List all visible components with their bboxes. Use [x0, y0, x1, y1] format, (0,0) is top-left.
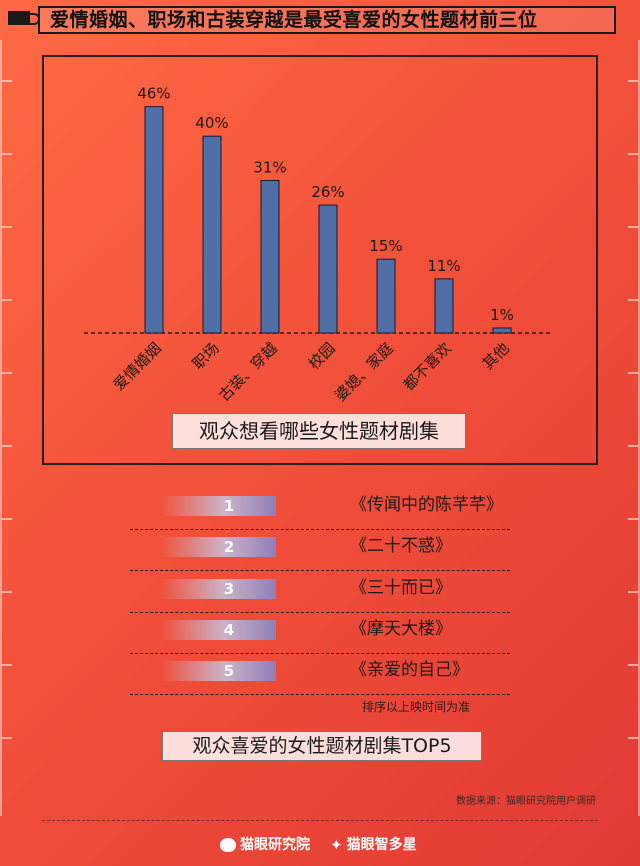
star-logo-icon: ✦ [330, 836, 343, 854]
bar-value-label-4: 15% [369, 237, 402, 255]
footer-divider [42, 820, 598, 821]
ruler-tick [628, 445, 638, 447]
ruler-tick [2, 153, 12, 155]
category-label-3: 校园 [305, 339, 339, 373]
bar-1 [202, 135, 222, 334]
bar-value-label-2: 31% [253, 158, 286, 176]
rank-number: 3 [223, 580, 235, 598]
header-marker-icon [8, 11, 30, 25]
ruler-tick [628, 591, 638, 593]
page-title: 爱情婚姻、职场和古装穿越是最受喜爱的女性题材前三位 [50, 9, 538, 31]
ruler-tick [2, 737, 12, 739]
footer-brand-right: ✦ 猫眼智多星 [330, 834, 417, 856]
ranking-item: 5 《亲爱的自己》 [130, 653, 510, 695]
rank-divider [130, 529, 510, 530]
rank-badge-bg [160, 579, 276, 599]
ruler-tick [2, 226, 12, 228]
category-label-2: 古装、穿越 [215, 339, 281, 405]
header-box [38, 6, 616, 34]
footer-brand-left: 猫眼研究院 [220, 834, 310, 856]
rank-number: 1 [223, 497, 235, 515]
bar-3 [318, 204, 338, 334]
category-label-4: 婆媳、家庭 [331, 339, 397, 405]
rank-badge-bg [160, 661, 276, 681]
ranking-item: 3 《三十而已》 [130, 571, 510, 613]
ranking-item: 2 《二十不惑》 [130, 529, 510, 571]
footer-brand-right-label: 猫眼智多星 [346, 837, 417, 853]
bar-value-label-3: 26% [311, 183, 344, 201]
top5-caption: 观众喜爱的女性题材剧集TOP5 [162, 731, 482, 761]
ranking-note: 排序以上映时间为准 [362, 700, 471, 714]
category-label-6: 其他 [479, 339, 513, 373]
ruler-tick [2, 664, 12, 666]
ruler-tick [628, 226, 638, 228]
rank-title: 《三十而已》 [350, 578, 452, 598]
category-label-5: 都不喜欢 [400, 339, 455, 394]
left-ruler [0, 40, 12, 816]
ruler-tick [628, 518, 638, 520]
rank-title: 《传闻中的陈芊芊》 [350, 495, 503, 515]
rank-title: 《亲爱的自己》 [350, 660, 469, 680]
ruler-tick [628, 372, 638, 374]
footer-brand-left-label: 猫眼研究院 [240, 837, 310, 853]
ruler-tick [628, 153, 638, 155]
rank-divider [130, 653, 510, 654]
ruler-tick [2, 299, 12, 301]
category-label-1: 职场 [189, 339, 223, 373]
ruler-tick [628, 737, 638, 739]
bar-4 [376, 258, 396, 334]
rank-title: 《摩天大楼》 [350, 619, 452, 639]
bar-value-label-0: 46% [137, 85, 170, 103]
rank-badge-bg [160, 537, 276, 557]
bar-value-label-1: 40% [195, 114, 228, 132]
bar-5 [434, 278, 454, 334]
rank-divider [130, 694, 510, 695]
ruler-tick [628, 664, 638, 666]
chart-title: 观众想看哪些女性题材剧集 [172, 413, 466, 449]
rank-number: 5 [223, 662, 235, 680]
bar-value-label-6: 1% [490, 306, 514, 324]
bar-6 [492, 327, 512, 334]
rank-number: 2 [223, 538, 235, 556]
right-ruler [628, 40, 640, 816]
bar-chart: 46% 爱情婚姻 40% 职场 31% 古装、穿越 26% 校园 15% 婆媳、家庭 11% 都不喜欢… [84, 85, 552, 405]
ruler-tick [628, 299, 638, 301]
chart-frame: 46% 爱情婚姻 40% 职场 31% 古装、穿越 26% 校园 15% 婆媳、家庭 11% 都不喜欢… [42, 55, 598, 465]
ruler-tick [2, 591, 12, 593]
rank-badge-bg [160, 496, 276, 516]
rank-number: 4 [223, 621, 235, 639]
rank-divider [130, 570, 510, 571]
bar-value-label-5: 11% [427, 257, 460, 275]
cat-logo-icon [220, 838, 236, 852]
rank-badge-bg [160, 620, 276, 640]
ruler-tick [2, 445, 12, 447]
footer: 猫眼研究院 ✦ 猫眼智多星 [0, 832, 640, 858]
ruler-tick [628, 80, 638, 82]
ranking-item: 4 《摩天大楼》 [130, 612, 510, 654]
data-source: 数据来源：猫眼研究院用户调研 [456, 796, 596, 807]
bar-0 [144, 106, 164, 334]
rank-divider [130, 612, 510, 613]
rank-title: 《二十不惑》 [350, 536, 452, 556]
ruler-tick [2, 80, 12, 82]
header: 爱情婚姻、职场和古装穿越是最受喜爱的女性题材前三位 [0, 0, 640, 40]
category-label-0: 爱情婚姻 [110, 339, 165, 394]
bar-2 [260, 179, 280, 334]
ruler-tick [2, 372, 12, 374]
ruler-tick [2, 518, 12, 520]
ranking-item: 1 《传闻中的陈芊芊》 [130, 488, 510, 530]
